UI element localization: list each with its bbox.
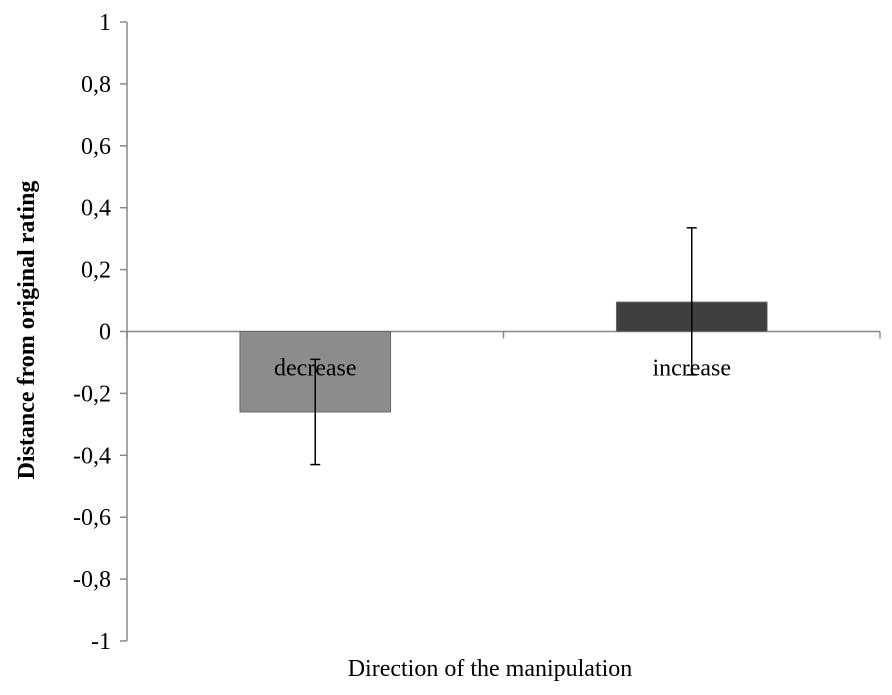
- category-label-increase: increase: [652, 356, 731, 382]
- y-tick-label: 1: [99, 10, 111, 36]
- y-tick-label: -1: [91, 629, 111, 655]
- category-labels: decrease increase: [274, 356, 731, 382]
- y-tick-label: 0,8: [81, 72, 111, 98]
- y-tick-label: 0,4: [81, 196, 111, 222]
- error-bars: [310, 227, 697, 466]
- y-tick-label: 0: [99, 320, 111, 346]
- category-label-decrease: decrease: [274, 356, 357, 382]
- y-axis-label: Distance from original rating: [14, 181, 40, 480]
- y-tick-label: -0,4: [73, 443, 111, 469]
- axes: 1 0,8 0,6 0,4 0,2 0 -0,2 -0,4 -0,6 -0,8 -1: [73, 10, 881, 655]
- x-axis-label: Direction of the manipulation: [348, 656, 633, 682]
- y-tick-label: -0,6: [73, 505, 111, 531]
- y-tick-label: -0,8: [73, 567, 111, 593]
- y-tick-label: -0,2: [73, 381, 111, 407]
- y-tick-label: 0,2: [81, 258, 111, 284]
- y-tick-label: 0,6: [81, 134, 111, 160]
